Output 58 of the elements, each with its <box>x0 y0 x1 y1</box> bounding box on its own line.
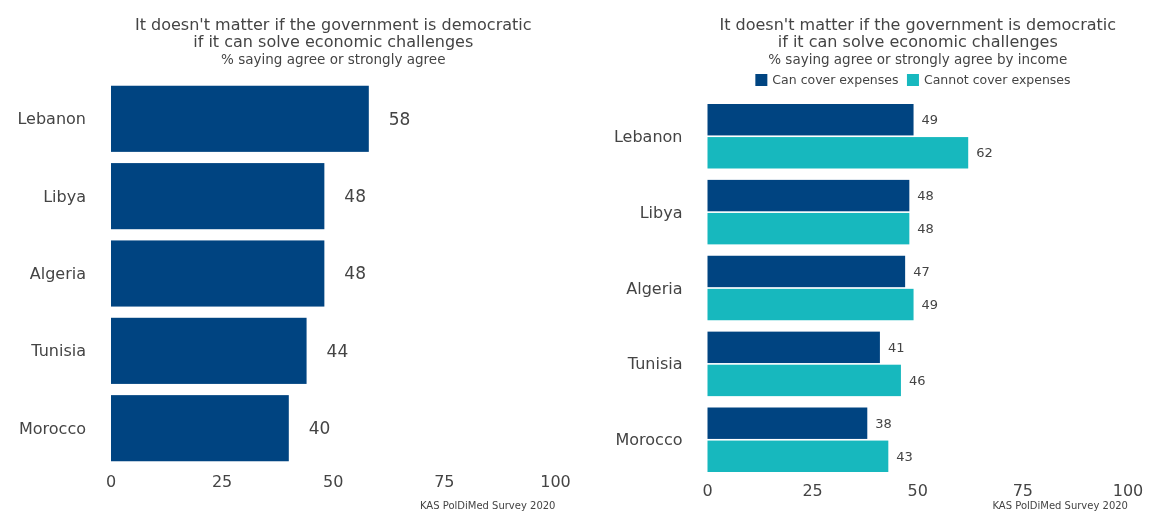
data-label: 62 <box>976 145 993 161</box>
data-label: 58 <box>388 108 411 129</box>
legend-label: Can cover expenses <box>772 72 899 87</box>
text: KAS PolDiMed Survey 2020 <box>419 500 556 511</box>
bar <box>111 240 325 307</box>
data-label: 48 <box>917 221 934 237</box>
data-label: 49 <box>921 297 939 313</box>
y-tick-label: Lebanon <box>613 126 683 146</box>
x-tick-label: 50 <box>323 472 344 491</box>
bar <box>707 364 901 397</box>
bar <box>707 331 880 364</box>
data-label: 48 <box>917 188 934 204</box>
x-tick-label: 25 <box>211 472 233 491</box>
x-tick-label: 75 <box>1012 481 1034 500</box>
chart-title: It doesn't matter if the government is democratic if it can solve economic challenges <box>719 15 1117 51</box>
y-tick-label: Morocco <box>19 418 86 438</box>
bar <box>111 317 307 384</box>
y-tick-label: Algeria <box>626 278 683 298</box>
data-label: 43 <box>896 448 913 464</box>
x-tick-label: 25 <box>802 481 823 500</box>
y-tick-label: Libya <box>639 202 683 222</box>
legend-label: Cannot cover expenses <box>923 72 1071 87</box>
bar <box>111 85 369 152</box>
x-tick-label: 100 <box>1112 481 1144 500</box>
y-tick-label: Algeria <box>29 264 86 284</box>
bar <box>707 288 914 321</box>
bar <box>707 255 906 288</box>
y-tick-label: Libya <box>43 186 86 206</box>
bar <box>707 137 969 169</box>
bar <box>111 395 289 462</box>
x-tick-label: 0 <box>702 481 713 500</box>
bar <box>111 163 325 230</box>
y-tick-label: Lebanon <box>17 109 86 129</box>
bar <box>707 407 868 439</box>
data-label: 47 <box>913 264 930 280</box>
x-tick-label: 100 <box>540 472 571 491</box>
data-label: 48 <box>344 263 366 284</box>
data-label: 44 <box>326 340 349 361</box>
bar <box>707 440 889 472</box>
y-tick-label: Morocco <box>615 430 683 450</box>
data-label: 46 <box>908 372 926 388</box>
bar <box>707 104 914 136</box>
y-tick-label: Tunisia <box>626 354 683 374</box>
y-tick-label: Tunisia <box>30 341 86 361</box>
data-label: 41 <box>887 339 905 355</box>
chart-subtitle: % saying agree or strongly agree <box>221 51 446 67</box>
data-label: 49 <box>921 112 939 128</box>
x-tick-label: 75 <box>434 472 455 491</box>
x-tick-label: 0 <box>105 472 117 491</box>
data-label: 40 <box>308 418 331 439</box>
data-label: 48 <box>344 186 366 207</box>
x-tick-label: 50 <box>907 481 928 500</box>
bar <box>707 179 910 212</box>
bar <box>707 212 910 245</box>
chart-title: It doesn't matter if the government is democratic if it can solve economic challenges <box>134 15 532 51</box>
chart-subtitle: % saying agree or strongly agree by income <box>768 51 1068 67</box>
text: KAS PolDiMed Survey 2020 <box>992 500 1128 511</box>
data-label: 38 <box>875 415 892 431</box>
